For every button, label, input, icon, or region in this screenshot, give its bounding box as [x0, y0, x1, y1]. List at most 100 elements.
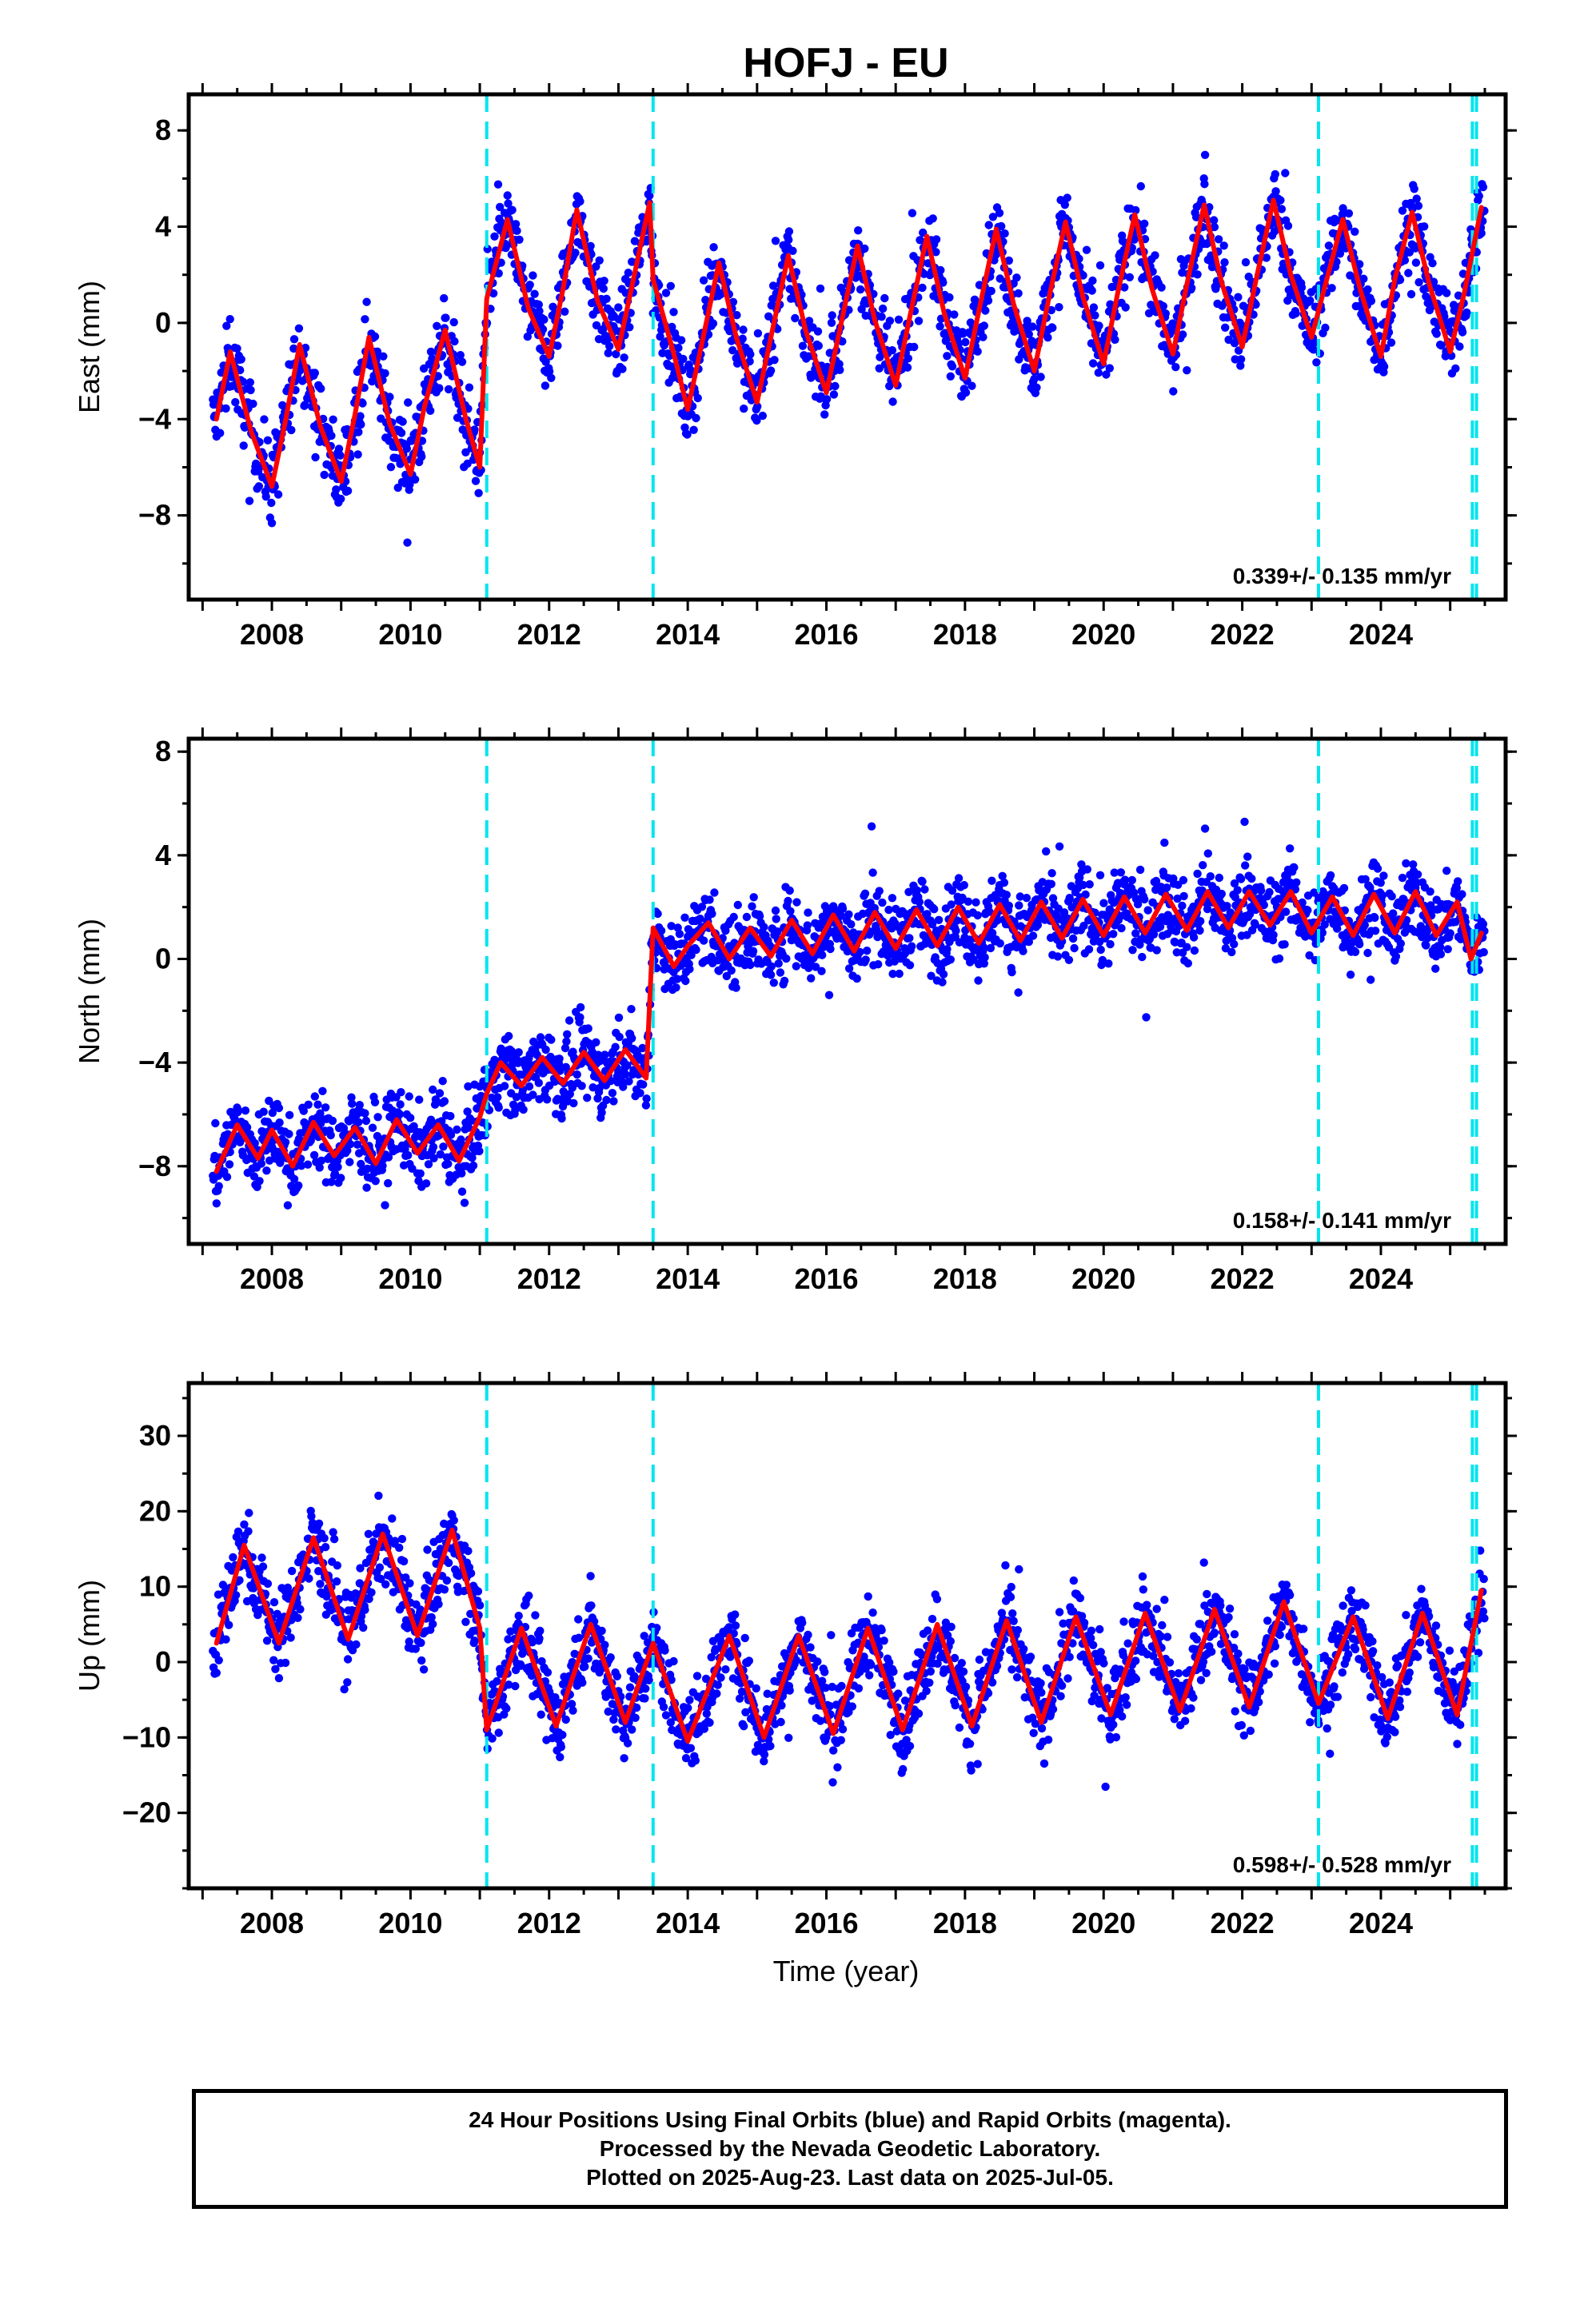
east-data-point	[231, 398, 239, 406]
north-data-point	[381, 1201, 389, 1209]
north-data-point	[696, 915, 704, 923]
east-x-tick-label: 2020	[1071, 618, 1135, 651]
east-data-point	[1442, 289, 1450, 297]
up-data-point	[398, 1535, 406, 1543]
east-data-point	[1043, 333, 1051, 341]
east-data-point	[669, 308, 677, 316]
north-data-point	[960, 881, 968, 889]
north-data-points	[209, 818, 1489, 1210]
east-data-point	[836, 366, 844, 374]
east-data-point	[1063, 193, 1071, 201]
east-data-point	[918, 284, 926, 292]
east-data-point	[943, 352, 951, 360]
east-data-point	[494, 181, 502, 189]
east-data-point	[1234, 293, 1242, 301]
east-data-point	[1325, 241, 1333, 249]
east-data-point	[295, 325, 303, 333]
north-data-point	[943, 945, 951, 953]
east-data-point	[1433, 329, 1441, 337]
east-data-point	[1351, 228, 1359, 236]
up-data-point	[305, 1574, 313, 1582]
east-data-point	[908, 209, 916, 217]
north-data-point	[681, 977, 689, 985]
east-data-point	[1036, 373, 1044, 381]
north-data-point	[373, 1113, 381, 1121]
east-data-point	[1278, 205, 1286, 213]
east-data-point	[823, 395, 831, 403]
east-data-point	[828, 311, 836, 319]
east-data-point	[433, 322, 441, 330]
north-data-point	[1327, 871, 1335, 879]
east-data-point	[426, 407, 434, 415]
up-data-point	[281, 1659, 289, 1667]
up-data-point	[359, 1624, 367, 1632]
east-data-point	[614, 303, 622, 311]
north-data-point	[1179, 876, 1187, 884]
east-data-point	[1387, 338, 1395, 346]
east-data-point	[662, 289, 670, 297]
north-data-point	[337, 1174, 345, 1182]
up-data-point	[245, 1509, 253, 1517]
east-data-point	[1151, 251, 1159, 259]
east-data-point	[387, 463, 395, 471]
north-data-point	[285, 1130, 293, 1138]
north-data-point	[868, 823, 876, 831]
east-data-point	[287, 426, 295, 434]
east-data-point	[571, 249, 579, 257]
east-data-point	[895, 316, 903, 324]
up-data-point	[381, 1581, 389, 1589]
north-data-point	[1347, 971, 1355, 979]
north-data-point	[223, 1173, 231, 1181]
east-data-point	[1012, 273, 1020, 281]
east-data-point	[1126, 273, 1134, 281]
north-data-point	[786, 907, 794, 915]
east-data-point	[936, 322, 944, 330]
up-data-point	[417, 1639, 425, 1647]
east-data-point	[1055, 303, 1063, 311]
north-data-point	[1243, 852, 1251, 860]
east-data-point	[947, 373, 955, 381]
north-data-point	[1389, 909, 1397, 917]
east-data-point	[371, 333, 379, 341]
north-data-point	[1275, 955, 1283, 963]
east-data-point	[440, 294, 448, 302]
north-data-point	[863, 947, 871, 955]
north-data-point	[1355, 940, 1363, 948]
east-data-point	[814, 327, 822, 335]
up-data-point	[344, 1655, 352, 1663]
east-data-point	[332, 485, 340, 493]
north-data-point	[804, 908, 812, 916]
up-data-point	[229, 1553, 237, 1561]
east-data-point	[604, 349, 612, 357]
east-data-point	[785, 227, 793, 235]
north-data-point	[844, 911, 852, 919]
north-frame	[189, 739, 1506, 1244]
north-data-point	[547, 1035, 555, 1043]
north-data-point	[964, 898, 972, 906]
east-data-point	[361, 315, 369, 323]
north-data-point	[1458, 890, 1466, 898]
north-data-point	[362, 1183, 370, 1191]
east-data-point	[1089, 359, 1097, 367]
up-data-point	[269, 1656, 277, 1664]
east-data-point	[1014, 289, 1022, 297]
north-data-point	[1240, 818, 1248, 826]
east-data-point	[240, 441, 248, 449]
north-data-point	[888, 894, 896, 902]
east-data-point	[547, 374, 555, 382]
north-data-point	[792, 962, 800, 970]
north-data-point	[1083, 865, 1091, 873]
east-data-point	[1137, 182, 1145, 190]
east-data-points	[209, 151, 1489, 547]
north-data-point	[469, 1162, 477, 1170]
east-data-point	[529, 271, 537, 279]
north-data-point	[974, 976, 982, 984]
north-data-point	[916, 898, 924, 906]
north-x-tick-label: 2010	[378, 1262, 442, 1295]
east-data-point	[816, 285, 824, 293]
east-data-point	[311, 369, 319, 377]
east-data-point	[1412, 258, 1420, 266]
north-data-point	[1193, 870, 1201, 878]
north-data-point	[615, 1014, 623, 1022]
north-data-point	[1196, 917, 1204, 925]
